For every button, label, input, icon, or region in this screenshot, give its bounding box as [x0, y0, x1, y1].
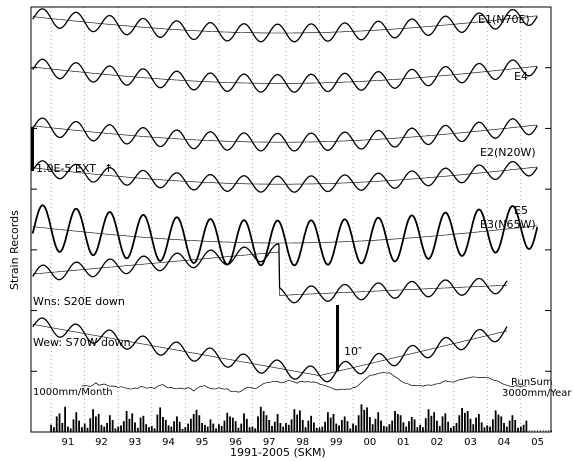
x-tick-label: 99 [330, 437, 343, 448]
series-trace [32, 317, 508, 383]
series-trace [31, 204, 539, 267]
series-label-wns: Wns: S20E down [33, 295, 125, 308]
series-label-wew: Wew: S70W down [33, 336, 131, 349]
x-tick-label: 93 [129, 437, 142, 448]
series-label-e3: E3(N65W) [480, 218, 536, 231]
x-tick-label: 94 [162, 437, 175, 448]
series-trend [32, 225, 538, 244]
series-trend [32, 324, 508, 376]
strain-scale-label: 1.0E-5 EXT [36, 162, 96, 175]
series-trace [32, 58, 538, 93]
runsum-line [81, 371, 527, 393]
x-tick-label: 92 [95, 437, 108, 448]
x-tick-label: 01 [397, 437, 410, 448]
plot-frame [30, 6, 552, 433]
strain-scale-arrow: ↑ [104, 162, 113, 175]
rainfall-bars [50, 371, 528, 432]
rain-runsum-title: RunSum [511, 377, 553, 388]
series-trend [32, 124, 538, 143]
y-ticks [31, 67, 551, 372]
tilt-scale-label: 10″ [344, 345, 362, 358]
series-label-e2: E2(N20W) [480, 146, 536, 159]
x-tick-label: 00 [363, 437, 376, 448]
x-tick-label: 03 [464, 437, 477, 448]
series-trace [32, 8, 538, 43]
x-tick-label: 04 [498, 437, 511, 448]
x-axis-label: 1991-2005 (SKM) [230, 446, 326, 459]
series-trend [32, 65, 538, 84]
series-trend [32, 251, 508, 296]
strain-traces [31, 8, 539, 383]
grid [50, 7, 522, 432]
tilt-scale-bar [336, 305, 339, 371]
x-tick-label: 95 [196, 437, 209, 448]
series-label-e5: E5 [514, 204, 528, 217]
x-tick-label: 02 [431, 437, 444, 448]
series-trend [32, 166, 538, 185]
x-ticks: 91 92 93 94 95 96 97 98 99 00 01 02 03 04 05 [50, 427, 552, 448]
series-label-e4: E4 [514, 70, 528, 83]
rain-runsum-label: 3000mm/Year [502, 388, 572, 399]
series-trend [32, 15, 538, 34]
y-axis-label: Strain Records [8, 210, 21, 290]
x-tick-label: 05 [531, 437, 544, 448]
x-tick-label: 96 [229, 437, 242, 448]
x-tick-label: 98 [296, 437, 309, 448]
series-trace [32, 243, 508, 304]
strain-scale-bar [31, 127, 34, 171]
x-tick-label: 97 [263, 437, 276, 448]
series-label-e1: E1(N70E) [478, 13, 530, 26]
series-trace [32, 117, 538, 152]
x-tick-label: 91 [62, 437, 75, 448]
rain-monthly-label: 1000mm/Month [33, 387, 113, 398]
series-trace [32, 160, 538, 193]
